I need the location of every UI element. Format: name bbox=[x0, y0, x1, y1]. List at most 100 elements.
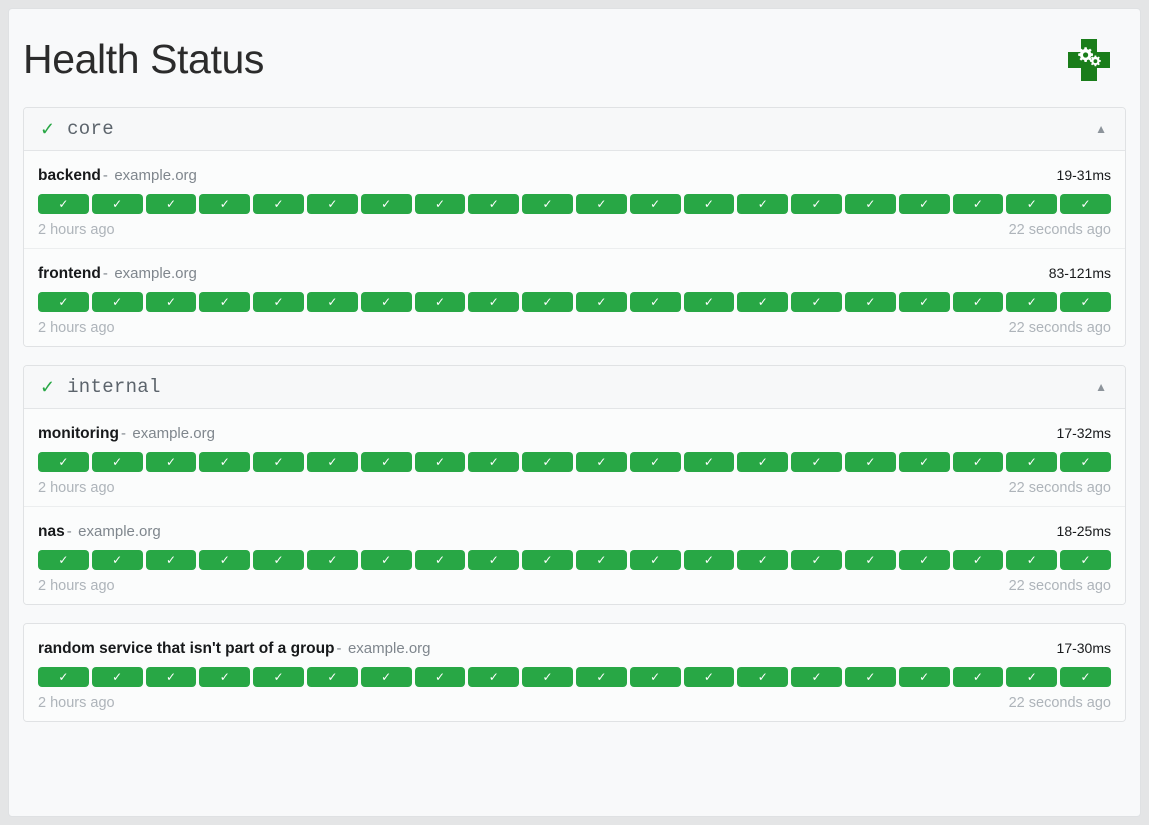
status-cell-ok[interactable]: ✓ bbox=[199, 452, 251, 472]
status-cell-ok[interactable]: ✓ bbox=[522, 194, 573, 214]
status-cell-ok[interactable]: ✓ bbox=[952, 194, 1004, 214]
status-cell-ok[interactable]: ✓ bbox=[952, 292, 1004, 312]
status-cell-ok[interactable]: ✓ bbox=[1060, 667, 1111, 687]
status-cell-ok[interactable]: ✓ bbox=[683, 452, 735, 472]
status-cell-ok[interactable]: ✓ bbox=[1006, 194, 1058, 214]
status-cell-ok[interactable]: ✓ bbox=[468, 667, 520, 687]
status-cell-ok[interactable]: ✓ bbox=[306, 292, 358, 312]
chevron-up-icon[interactable]: ▲ bbox=[1095, 380, 1107, 394]
status-cell-ok[interactable]: ✓ bbox=[1060, 452, 1111, 472]
status-cell-ok[interactable]: ✓ bbox=[1006, 667, 1058, 687]
status-cell-ok[interactable]: ✓ bbox=[898, 194, 950, 214]
status-cell-ok[interactable]: ✓ bbox=[1060, 292, 1111, 312]
status-cell-ok[interactable]: ✓ bbox=[791, 194, 842, 214]
status-cell-ok[interactable]: ✓ bbox=[1006, 550, 1058, 570]
status-cell-ok[interactable]: ✓ bbox=[91, 550, 143, 570]
status-cell-ok[interactable]: ✓ bbox=[91, 194, 143, 214]
status-cell-ok[interactable]: ✓ bbox=[145, 452, 197, 472]
status-cell-ok[interactable]: ✓ bbox=[306, 667, 358, 687]
status-cell-ok[interactable]: ✓ bbox=[360, 194, 412, 214]
status-cell-ok[interactable]: ✓ bbox=[468, 292, 520, 312]
status-cell-ok[interactable]: ✓ bbox=[844, 550, 896, 570]
status-cell-ok[interactable]: ✓ bbox=[38, 292, 89, 312]
status-cell-ok[interactable]: ✓ bbox=[898, 292, 950, 312]
status-cell-ok[interactable]: ✓ bbox=[629, 194, 681, 214]
status-cell-ok[interactable]: ✓ bbox=[575, 452, 627, 472]
status-cell-ok[interactable]: ✓ bbox=[145, 194, 197, 214]
status-cell-ok[interactable]: ✓ bbox=[468, 550, 520, 570]
status-cell-ok[interactable]: ✓ bbox=[306, 452, 358, 472]
status-cell-ok[interactable]: ✓ bbox=[522, 452, 573, 472]
status-cell-ok[interactable]: ✓ bbox=[253, 292, 304, 312]
status-cell-ok[interactable]: ✓ bbox=[414, 667, 466, 687]
status-cell-ok[interactable]: ✓ bbox=[199, 550, 251, 570]
status-cell-ok[interactable]: ✓ bbox=[791, 292, 842, 312]
status-cell-ok[interactable]: ✓ bbox=[844, 452, 896, 472]
chevron-up-icon[interactable]: ▲ bbox=[1095, 122, 1107, 136]
status-cell-ok[interactable]: ✓ bbox=[1006, 452, 1058, 472]
status-cell-ok[interactable]: ✓ bbox=[253, 194, 304, 214]
status-cell-ok[interactable]: ✓ bbox=[683, 667, 735, 687]
group-header-core[interactable]: ✓ core ▲ bbox=[24, 108, 1125, 151]
status-cell-ok[interactable]: ✓ bbox=[1060, 194, 1111, 214]
status-cell-ok[interactable]: ✓ bbox=[898, 452, 950, 472]
status-cell-ok[interactable]: ✓ bbox=[791, 667, 842, 687]
status-cell-ok[interactable]: ✓ bbox=[199, 292, 251, 312]
status-cell-ok[interactable]: ✓ bbox=[414, 550, 466, 570]
status-cell-ok[interactable]: ✓ bbox=[898, 550, 950, 570]
group-header-internal[interactable]: ✓ internal ▲ bbox=[24, 366, 1125, 409]
status-cell-ok[interactable]: ✓ bbox=[952, 550, 1004, 570]
status-cell-ok[interactable]: ✓ bbox=[791, 452, 842, 472]
status-cell-ok[interactable]: ✓ bbox=[468, 452, 520, 472]
status-cell-ok[interactable]: ✓ bbox=[360, 667, 412, 687]
status-cell-ok[interactable]: ✓ bbox=[38, 452, 89, 472]
status-cell-ok[interactable]: ✓ bbox=[145, 667, 197, 687]
status-cell-ok[interactable]: ✓ bbox=[575, 292, 627, 312]
status-cell-ok[interactable]: ✓ bbox=[898, 667, 950, 687]
status-cell-ok[interactable]: ✓ bbox=[414, 292, 466, 312]
status-cell-ok[interactable]: ✓ bbox=[360, 292, 412, 312]
status-cell-ok[interactable]: ✓ bbox=[145, 550, 197, 570]
status-cell-ok[interactable]: ✓ bbox=[737, 292, 789, 312]
status-cell-ok[interactable]: ✓ bbox=[253, 667, 304, 687]
status-cell-ok[interactable]: ✓ bbox=[1060, 550, 1111, 570]
status-cell-ok[interactable]: ✓ bbox=[91, 292, 143, 312]
status-cell-ok[interactable]: ✓ bbox=[629, 550, 681, 570]
status-cell-ok[interactable]: ✓ bbox=[737, 452, 789, 472]
status-cell-ok[interactable]: ✓ bbox=[791, 550, 842, 570]
status-cell-ok[interactable]: ✓ bbox=[91, 667, 143, 687]
status-cell-ok[interactable]: ✓ bbox=[91, 452, 143, 472]
status-cell-ok[interactable]: ✓ bbox=[575, 550, 627, 570]
status-cell-ok[interactable]: ✓ bbox=[575, 194, 627, 214]
status-cell-ok[interactable]: ✓ bbox=[360, 550, 412, 570]
status-cell-ok[interactable]: ✓ bbox=[522, 550, 573, 570]
status-cell-ok[interactable]: ✓ bbox=[253, 452, 304, 472]
status-cell-ok[interactable]: ✓ bbox=[468, 194, 520, 214]
status-cell-ok[interactable]: ✓ bbox=[844, 194, 896, 214]
status-cell-ok[interactable]: ✓ bbox=[629, 667, 681, 687]
status-cell-ok[interactable]: ✓ bbox=[360, 452, 412, 472]
status-cell-ok[interactable]: ✓ bbox=[683, 550, 735, 570]
status-cell-ok[interactable]: ✓ bbox=[199, 194, 251, 214]
status-cell-ok[interactable]: ✓ bbox=[253, 550, 304, 570]
status-cell-ok[interactable]: ✓ bbox=[522, 292, 573, 312]
status-cell-ok[interactable]: ✓ bbox=[414, 194, 466, 214]
status-cell-ok[interactable]: ✓ bbox=[38, 550, 89, 570]
status-cell-ok[interactable]: ✓ bbox=[522, 667, 573, 687]
status-cell-ok[interactable]: ✓ bbox=[199, 667, 251, 687]
status-cell-ok[interactable]: ✓ bbox=[575, 667, 627, 687]
status-cell-ok[interactable]: ✓ bbox=[306, 550, 358, 570]
status-cell-ok[interactable]: ✓ bbox=[629, 452, 681, 472]
status-cell-ok[interactable]: ✓ bbox=[38, 667, 89, 687]
status-cell-ok[interactable]: ✓ bbox=[737, 550, 789, 570]
status-cell-ok[interactable]: ✓ bbox=[1006, 292, 1058, 312]
status-cell-ok[interactable]: ✓ bbox=[737, 667, 789, 687]
status-cell-ok[interactable]: ✓ bbox=[683, 194, 735, 214]
status-cell-ok[interactable]: ✓ bbox=[629, 292, 681, 312]
status-cell-ok[interactable]: ✓ bbox=[683, 292, 735, 312]
status-cell-ok[interactable]: ✓ bbox=[844, 667, 896, 687]
status-cell-ok[interactable]: ✓ bbox=[414, 452, 466, 472]
status-cell-ok[interactable]: ✓ bbox=[952, 452, 1004, 472]
status-cell-ok[interactable]: ✓ bbox=[737, 194, 789, 214]
status-cell-ok[interactable]: ✓ bbox=[844, 292, 896, 312]
